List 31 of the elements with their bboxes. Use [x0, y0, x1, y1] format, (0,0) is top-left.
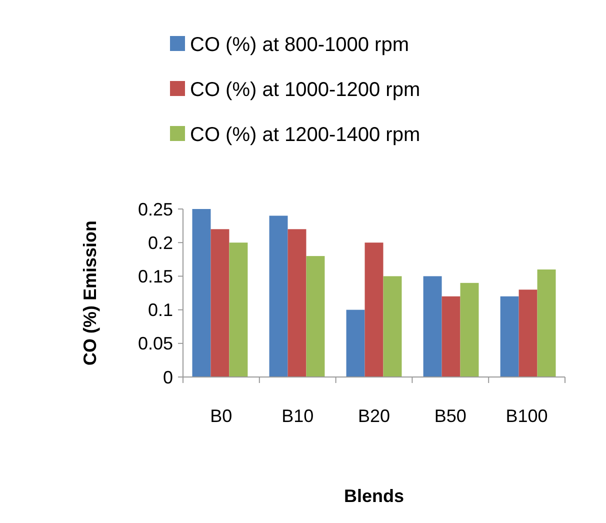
bar: [518, 290, 538, 377]
x-tick-label: B0: [210, 406, 232, 426]
x-tick-label: B10: [282, 406, 314, 426]
y-axis-title: CO (%) Emission: [80, 220, 100, 366]
bar: [442, 296, 460, 377]
bar: [500, 296, 519, 377]
bar: [364, 242, 384, 377]
x-tick-label: B50: [434, 406, 466, 426]
bar: [460, 282, 479, 377]
bar: [229, 242, 248, 377]
y-tick-label: 0.1: [148, 300, 173, 320]
x-axis-title: Blends: [344, 486, 404, 506]
bar: [383, 276, 402, 377]
legend-label: CO (%) at 1200-1400 rpm: [190, 124, 420, 146]
bar: [192, 209, 211, 377]
y-tick-label: 0.05: [138, 334, 173, 354]
legend-label: CO (%) at 1000-1200 rpm: [190, 79, 420, 101]
legend-label: CO (%) at 800-1000 rpm: [190, 34, 409, 56]
bar: [306, 256, 325, 377]
bar: [210, 229, 230, 377]
y-tick-label: 0.2: [148, 232, 173, 253]
x-tick-label: B100: [506, 406, 548, 426]
y-tick-label: 0.15: [138, 266, 173, 286]
bar: [269, 216, 288, 377]
bar: [346, 310, 365, 377]
y-tick-label: 0: [162, 367, 173, 388]
bar: [423, 276, 442, 377]
y-tick-label: 0.25: [138, 199, 173, 220]
bar: [288, 229, 306, 377]
x-tick-label: B20: [358, 406, 390, 426]
bar: [537, 269, 556, 377]
